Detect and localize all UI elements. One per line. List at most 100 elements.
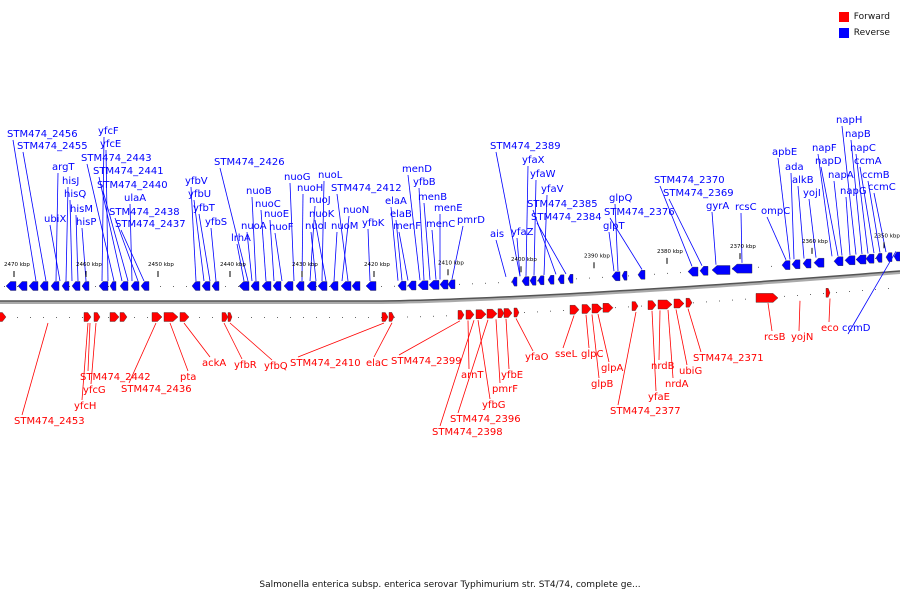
reverse-gene-label: napF bbox=[812, 143, 837, 154]
track-dot bbox=[810, 294, 811, 295]
reverse-gene-label: ccmD bbox=[842, 323, 871, 334]
track-dot bbox=[862, 290, 863, 291]
reverse-gene-label: yfaW bbox=[530, 169, 556, 180]
track-dot bbox=[628, 275, 629, 277]
reverse-gene-arrow bbox=[537, 275, 545, 285]
reverse-leader-line bbox=[808, 198, 817, 258]
tick-label: 2430 kbp bbox=[292, 262, 318, 268]
reverse-gene-arrow bbox=[428, 280, 440, 290]
reverse-leader-line bbox=[873, 192, 887, 253]
reverse-gene-label: apbE bbox=[772, 147, 797, 158]
reverse-gene-arrow bbox=[351, 281, 361, 291]
reverse-gene-arrow bbox=[511, 276, 518, 287]
forward-gene-label: STM474_2453 bbox=[14, 416, 85, 427]
forward-gene-arrow bbox=[486, 309, 498, 319]
track-dot bbox=[745, 298, 746, 300]
forward-leader-line bbox=[651, 310, 657, 392]
reverse-leader-line bbox=[236, 243, 245, 282]
forward-gene-label: STM474_2399 bbox=[391, 356, 462, 367]
forward-leader-line bbox=[515, 318, 534, 352]
reverse-leader-line bbox=[55, 172, 59, 282]
forward-gene-arrow bbox=[151, 312, 163, 322]
track-dot bbox=[602, 276, 603, 278]
forward-gene-arrow bbox=[825, 288, 831, 298]
map-caption: Salmonella enterica subsp. enterica sero… bbox=[259, 580, 641, 590]
reverse-leader-line bbox=[820, 166, 839, 256]
reverse-leader-line bbox=[86, 163, 115, 282]
reverse-leader-line bbox=[65, 186, 69, 282]
track-dot bbox=[82, 317, 83, 318]
forward-leader-line bbox=[128, 322, 157, 384]
forward-gene-label: pmrF bbox=[492, 384, 518, 395]
reverse-gene-label: nuoE bbox=[264, 209, 289, 220]
forward-gene-label: STM474_2442 bbox=[80, 372, 151, 383]
backbone-line bbox=[0, 270, 900, 302]
reverse-gene-arrow bbox=[687, 266, 699, 277]
track-dot bbox=[563, 310, 564, 311]
forward-gene-label: yfcH bbox=[74, 401, 96, 412]
forward-gene-label: STM474_2377 bbox=[610, 406, 681, 417]
forward-leader-line bbox=[457, 319, 489, 414]
forward-gene-label: yfbR bbox=[234, 360, 257, 371]
forward-gene-label: STM474_2371 bbox=[693, 353, 764, 364]
reverse-gene-arrow bbox=[417, 280, 429, 290]
reverse-gene-label: nuoL bbox=[318, 170, 343, 181]
reverse-gene-arrow bbox=[621, 271, 628, 281]
forward-gene-label: yfbG bbox=[482, 400, 506, 411]
forward-gene-label: eco bbox=[821, 323, 839, 334]
reverse-gene-label: yfaX bbox=[522, 155, 545, 166]
forward-gene-label: STM474_2410 bbox=[290, 358, 361, 369]
forward-gene-arrow bbox=[227, 312, 233, 322]
forward-gene-arrow bbox=[381, 312, 389, 322]
reverse-leader-line bbox=[777, 157, 791, 260]
reverse-gene-arrow bbox=[885, 252, 893, 262]
forward-gene-arrow bbox=[83, 312, 92, 322]
track-dot bbox=[95, 286, 96, 287]
reverse-leader-line bbox=[766, 216, 787, 260]
track-dot bbox=[316, 317, 317, 318]
tick-label: 2360 kbp bbox=[802, 239, 828, 245]
reverse-gene-arrow bbox=[547, 275, 555, 285]
track-dot bbox=[472, 283, 473, 285]
track-dot bbox=[4, 286, 5, 287]
forward-gene-arrow bbox=[388, 312, 395, 322]
reverse-gene-label: yfbU bbox=[188, 189, 211, 200]
forward-leader-line bbox=[591, 314, 600, 379]
track-dot bbox=[615, 307, 616, 309]
reverse-gene-label: nuoC bbox=[255, 199, 281, 210]
reverse-leader-line bbox=[219, 167, 249, 282]
track-dot bbox=[693, 302, 694, 304]
track-dot bbox=[511, 281, 512, 283]
reverse-leader-line bbox=[333, 231, 338, 282]
reverse-leader-line bbox=[301, 193, 304, 282]
forward-leader-line bbox=[90, 322, 97, 385]
tick-label: 2370 kbp bbox=[730, 244, 756, 250]
reverse-leader-line bbox=[269, 219, 275, 282]
reverse-leader-line bbox=[105, 149, 109, 282]
forward-leader-line bbox=[687, 308, 702, 353]
reverse-gene-label: STM474_2438 bbox=[109, 207, 180, 218]
track-dot bbox=[381, 317, 382, 318]
reverse-leader-line bbox=[336, 193, 349, 282]
reverse-gene-arrow bbox=[191, 281, 201, 291]
reverse-gene-label: ompC bbox=[761, 206, 790, 217]
reverse-gene-label: yfcF bbox=[98, 126, 119, 137]
forward-gene-arrow bbox=[755, 293, 779, 303]
forward-gene-label: STM474_2436 bbox=[121, 384, 192, 395]
reverse-gene-label: STM474_2389 bbox=[490, 141, 561, 152]
reverse-leader-line bbox=[12, 139, 37, 282]
forward-leader-line bbox=[798, 300, 801, 332]
reverse-gene-arrow bbox=[250, 281, 260, 291]
track-dot bbox=[706, 301, 707, 303]
reverse-gene-label: nuoN bbox=[343, 205, 369, 216]
reverse-gene-label: STM474_2412 bbox=[331, 183, 402, 194]
reverse-leader-line bbox=[260, 209, 267, 282]
forward-gene-label: glpB bbox=[591, 379, 613, 390]
reverse-gene-label: argT bbox=[52, 162, 75, 173]
reverse-gene-label: nuoF bbox=[269, 222, 294, 233]
reverse-gene-label: STM474_2441 bbox=[93, 166, 164, 177]
tick-label: 2450 kbp bbox=[148, 262, 174, 268]
forward-gene-arrow bbox=[475, 309, 487, 319]
track-dot bbox=[797, 295, 798, 296]
reverse-leader-line bbox=[193, 199, 205, 282]
